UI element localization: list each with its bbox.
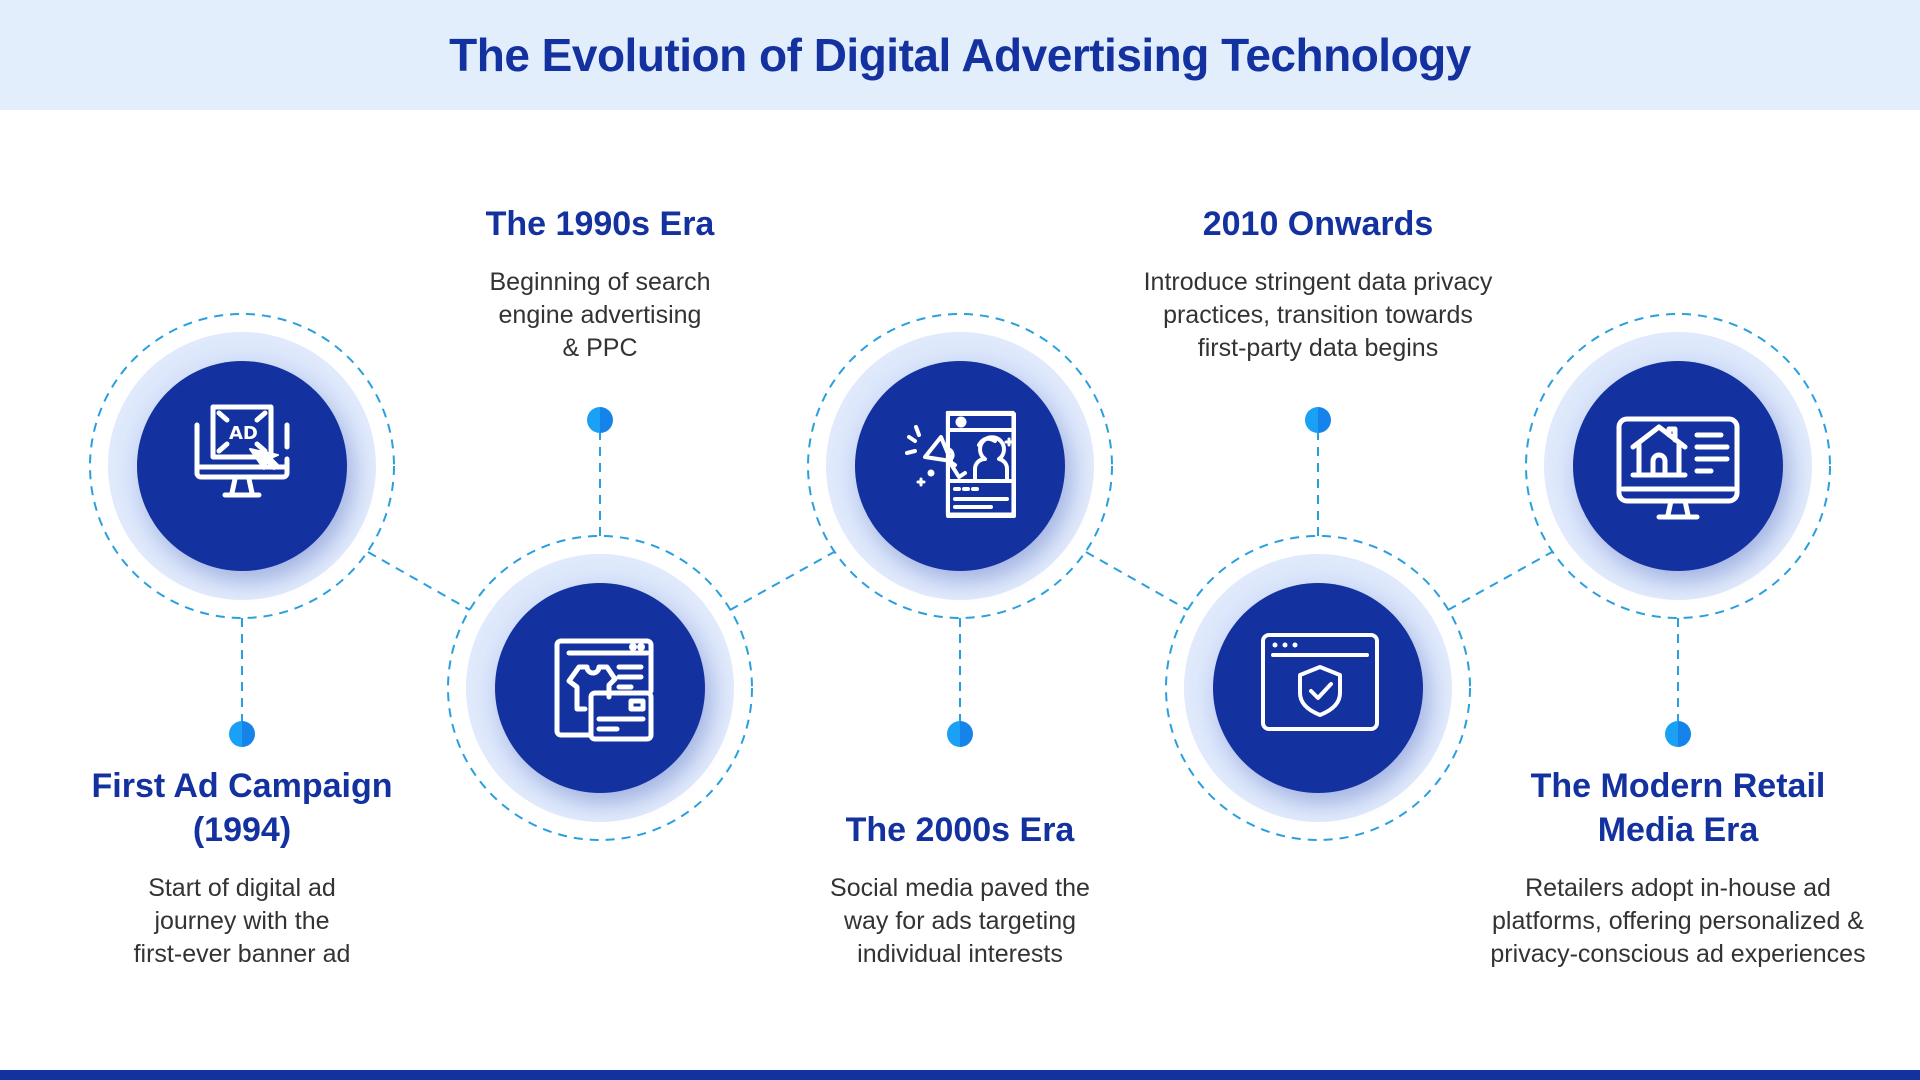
icon-circle [1213, 583, 1423, 793]
milestone-description: Social media paved the way for ads targe… [830, 874, 1090, 968]
svg-text:AD: AD [229, 423, 258, 444]
social-media-megaphone-icon [905, 410, 1016, 518]
dashed-ring-3 [807, 313, 1113, 619]
timeline-label-4: 2010 Onwards Introduce stringent data pr… [1098, 202, 1538, 365]
timeline-dot-1 [229, 721, 255, 747]
link-4-5 [1447, 551, 1553, 611]
milestone-title: First Ad Campaign (1994) [91, 767, 393, 849]
ad-monitor-icon: AD [194, 404, 290, 498]
milestone-description: Retailers adopt in-house ad platforms, o… [1490, 874, 1866, 968]
timeline-dot-5 [1665, 721, 1691, 747]
browser-shield-icon [1261, 633, 1379, 731]
dashed-ring-1 [89, 313, 395, 619]
timeline-dot-2 [587, 407, 613, 433]
dashed-ring-4 [1165, 535, 1471, 841]
timeline-label-2: The 1990s Era Beginning of search engine… [420, 202, 780, 365]
milestone-title: The Modern Retail Media Era [1530, 767, 1826, 849]
milestone-description: Introduce stringent data privacy practic… [1143, 268, 1493, 362]
footer-bar [0, 1070, 1920, 1080]
icon-circle: AD [137, 361, 347, 571]
header-banner: The Evolution of Digital Advertising Tec… [0, 0, 1920, 110]
milestone-title: 2010 Onwards [1202, 205, 1434, 243]
home-monitor-icon [1616, 416, 1740, 520]
milestone-description: Start of digital ad journey with the fir… [133, 874, 351, 968]
link-3-4 [1085, 551, 1189, 611]
timeline-label-1: First Ad Campaign (1994) Start of digita… [62, 764, 422, 971]
link-1-2 [367, 551, 471, 611]
milestone-description: Beginning of search engine advertising &… [489, 268, 711, 362]
icon-circle [495, 583, 705, 793]
page-title: The Evolution of Digital Advertising Tec… [449, 29, 1471, 81]
timeline-label-5: The Modern Retail Media Era Retailers ad… [1448, 764, 1908, 971]
icon-circle [1573, 361, 1783, 571]
milestone-title: The 1990s Era [485, 205, 715, 243]
ecommerce-payment-icon [554, 638, 654, 742]
dashed-ring-5 [1525, 313, 1831, 619]
link-2-3 [729, 551, 835, 611]
milestone-title: The 2000s Era [845, 811, 1075, 849]
timeline-dot-4 [1305, 407, 1331, 433]
icon-circle [855, 361, 1065, 571]
timeline-label-3: The 2000s Era Social media paved the way… [780, 808, 1140, 971]
timeline-dot-3 [947, 721, 973, 747]
dashed-ring-2 [447, 535, 753, 841]
